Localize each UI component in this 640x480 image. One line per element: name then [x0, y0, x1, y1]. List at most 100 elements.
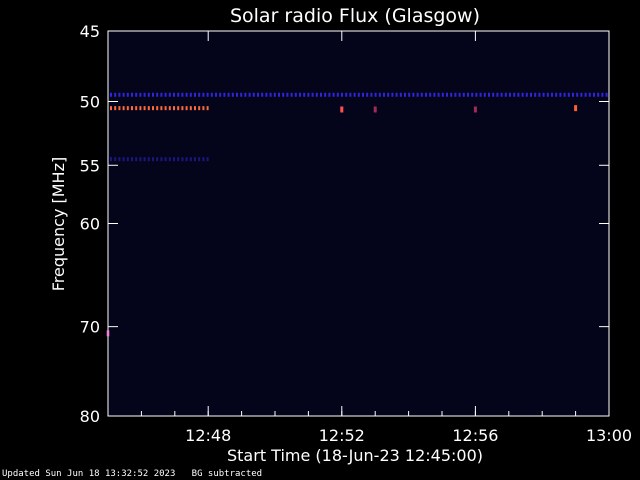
- emission-mark-band-49.5MHz: [546, 92, 549, 97]
- emission-mark-band-49.5MHz: [458, 92, 461, 97]
- emission-mark-band-54.5MHz: [156, 157, 159, 162]
- emission-mark-band-50.5MHz-early: [156, 106, 159, 111]
- emission-mark-band-49.5MHz: [446, 92, 448, 97]
- emission-mark-band-49.5MHz: [404, 92, 406, 97]
- emission-mark-band-54.5MHz: [185, 157, 188, 162]
- emission-mark-band-49.5MHz: [588, 92, 591, 97]
- emission-mark-band-54.5MHz: [164, 157, 167, 162]
- emission-mark-band-49.5MHz: [492, 92, 495, 97]
- emission-mark-band-49.5MHz: [387, 92, 390, 97]
- emission-mark-band-49.5MHz: [362, 92, 364, 97]
- updated-timestamp: Updated Sun Jun 18 13:32:52 2023: [2, 469, 176, 479]
- emission-mark-band-50.5MHz-early: [147, 106, 150, 111]
- emission-mark-band-50.5MHz-early: [160, 106, 163, 111]
- emission-mark-band-49.5MHz: [294, 92, 297, 97]
- emission-mark-band-49.5MHz: [572, 92, 574, 97]
- emission-mark-band-54.5MHz: [202, 157, 205, 162]
- emission-mark-band-50.5MHz-early: [110, 106, 112, 111]
- emission-mark-band-49.5MHz: [227, 92, 230, 97]
- emission-mark-band-49.5MHz: [299, 92, 301, 97]
- emission-mark-band-49.5MHz: [181, 92, 184, 97]
- emission-mark-band-49.5MHz: [551, 92, 553, 97]
- emission-mark-band-50.5MHz-early: [198, 106, 201, 111]
- y-axis: 45 50 55 60 70 80: [80, 22, 609, 426]
- emission-mark-band-49.5MHz: [269, 92, 272, 97]
- emission-mark-band-54.5MHz: [206, 157, 209, 162]
- emission-mark-band-49.5MHz: [118, 92, 121, 97]
- emission-mark-band-50.5MHz-early: [126, 106, 129, 111]
- emission-mark-band-49.5MHz: [345, 92, 348, 97]
- emission-mark-band-54.5MHz: [135, 157, 138, 162]
- emission-mark-band-54.5MHz: [194, 157, 196, 162]
- emission-mark-band-49.5MHz: [290, 92, 293, 97]
- emission-mark-band-49.5MHz: [584, 92, 587, 97]
- emission-mark-band-49.5MHz: [131, 92, 133, 97]
- y-tick-label: 60: [80, 215, 100, 234]
- emission-mark-band-49.5MHz: [378, 92, 381, 97]
- emission-mark-band-50.5MHz-early: [173, 106, 175, 111]
- y-tick-label: 80: [80, 407, 100, 426]
- emission-mark-band-49.5MHz: [567, 92, 570, 97]
- emission-mark-band-50.5MHz-early: [194, 106, 196, 111]
- emission-mark-band-50.5MHz-early: [189, 106, 192, 111]
- y-tick-label: 70: [80, 318, 100, 337]
- emission-mark-band-54.5MHz: [168, 157, 171, 162]
- emission-mark-band-49.5MHz: [441, 92, 444, 97]
- emission-mark-band-50.5MHz-early: [122, 106, 125, 111]
- emission-mark-band-49.5MHz: [509, 92, 511, 97]
- emission-mark-band-49.5MHz: [437, 92, 440, 97]
- emission-mark-band-50.5MHz-early: [118, 106, 121, 111]
- emission-mark-band-49.5MHz: [504, 92, 507, 97]
- emission-mark-band-49.5MHz: [189, 92, 192, 97]
- y-tick-label: 50: [80, 93, 100, 112]
- emission-mark-band-49.5MHz: [341, 92, 343, 97]
- emission-mark-band-49.5MHz: [147, 92, 150, 97]
- emission-mark-band-49.5MHz: [462, 92, 465, 97]
- emission-mark-band-49.5MHz: [576, 92, 579, 97]
- emission-mark-band-49.5MHz: [395, 92, 398, 97]
- emission-mark-band-50.5MHz-early: [185, 106, 188, 111]
- emission-mark-band-49.5MHz: [412, 92, 415, 97]
- emission-mark-band-50.5MHz-early: [177, 106, 180, 111]
- plot-background: [108, 31, 609, 416]
- emission-mark-band-49.5MHz: [164, 92, 167, 97]
- emission-mark-band-49.5MHz: [114, 92, 117, 97]
- emission-mark-band-49.5MHz: [210, 92, 213, 97]
- emission-mark-band-49.5MHz: [530, 92, 532, 97]
- emission-mark-band-54.5MHz: [181, 157, 184, 162]
- emission-mark-band-50.5MHz-early: [164, 106, 167, 111]
- emission-mark-band-49.5MHz: [139, 92, 142, 97]
- emission-mark-band-49.5MHz: [185, 92, 188, 97]
- footer-status: Updated Sun Jun 18 13:32:52 2023 BG subt…: [2, 469, 262, 479]
- x-axis: 12:48 12:52 12:56 13:00: [140, 31, 632, 445]
- emission-mark-band-54.5MHz: [173, 157, 175, 162]
- emission-mark-band-49.5MHz: [525, 92, 528, 97]
- x-tick-label: 13:00: [586, 426, 632, 445]
- emission-mark-band-49.5MHz: [383, 92, 385, 97]
- emission-mark-band-49.5MHz: [597, 92, 600, 97]
- x-axis-label: Start Time (18-Jun-23 12:45:00): [227, 446, 483, 465]
- emission-mark-band-49.5MHz: [496, 92, 499, 97]
- emission-mark-band-49.5MHz: [605, 92, 608, 97]
- emission-mark-band-49.5MHz: [156, 92, 159, 97]
- emission-mark-band-49.5MHz: [248, 92, 251, 97]
- emission-mark-band-49.5MHz: [433, 92, 436, 97]
- emission-mark-band-49.5MHz: [252, 92, 255, 97]
- emission-mark-band-49.5MHz: [261, 92, 264, 97]
- emission-mark-band-49.5MHz: [601, 92, 604, 97]
- emission-mark-band-49.5MHz: [429, 92, 432, 97]
- emission-mark-band-54.5MHz: [122, 157, 125, 162]
- emission-mark-band-49.5MHz: [563, 92, 566, 97]
- emission-mark-band-49.5MHz: [110, 92, 112, 97]
- emission-mark-band-49.5MHz: [303, 92, 306, 97]
- emission-mark-band-49.5MHz: [173, 92, 175, 97]
- emission-mark-band-54.5MHz: [114, 157, 117, 162]
- emission-mark-band-49.5MHz: [240, 92, 243, 97]
- emission-mark-band-49.5MHz: [475, 92, 478, 97]
- emission-mark-band-49.5MHz: [278, 92, 280, 97]
- emission-mark-band-49.5MHz: [152, 92, 154, 97]
- emission-mark-band-50.5MHz-early: [181, 106, 184, 111]
- emission-mark-band-49.5MHz: [488, 92, 490, 97]
- emission-mark-band-49.5MHz: [534, 92, 537, 97]
- emission-mark-band-49.5MHz: [357, 92, 360, 97]
